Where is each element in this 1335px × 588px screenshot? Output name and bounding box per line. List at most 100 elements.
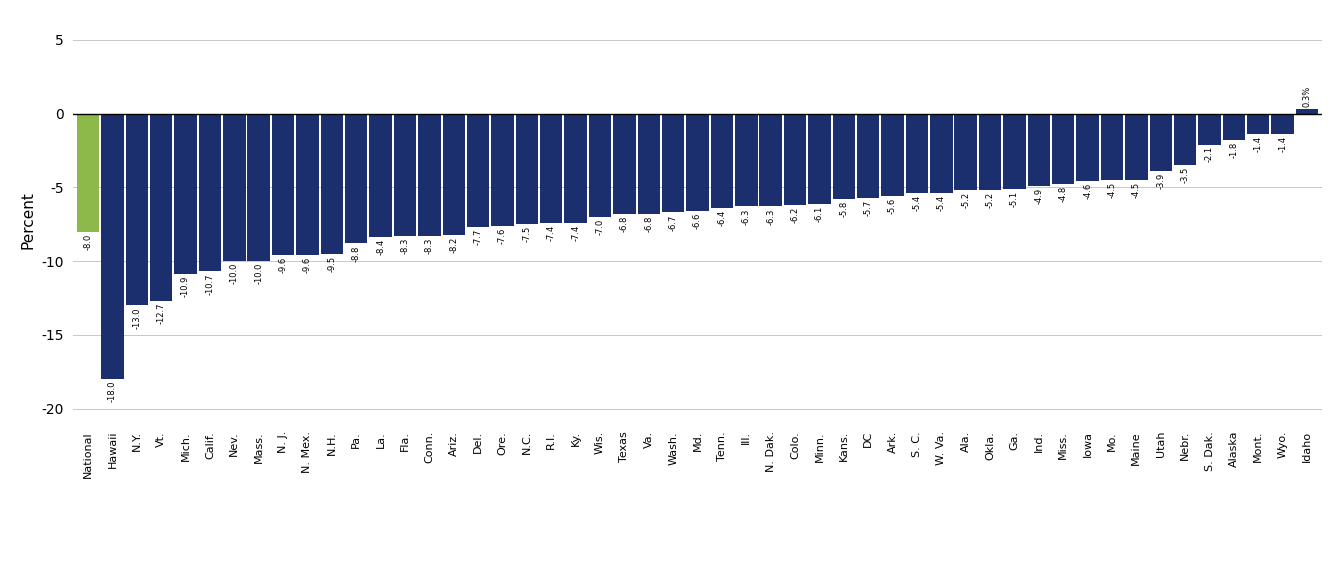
Bar <box>686 113 709 211</box>
Bar <box>1271 113 1294 134</box>
Text: -7.0: -7.0 <box>595 219 605 235</box>
Bar <box>1052 113 1075 185</box>
Bar <box>1173 113 1196 165</box>
Text: -6.2: -6.2 <box>790 207 800 223</box>
Text: -7.4: -7.4 <box>547 225 555 240</box>
Bar <box>833 113 854 199</box>
Text: -10.0: -10.0 <box>254 263 263 284</box>
Text: -6.1: -6.1 <box>814 205 824 222</box>
Bar <box>784 113 806 205</box>
Bar <box>881 113 904 196</box>
Text: -6.8: -6.8 <box>619 216 629 232</box>
Bar <box>710 113 733 208</box>
Text: -3.5: -3.5 <box>1180 167 1189 183</box>
Text: -7.4: -7.4 <box>571 225 581 240</box>
Text: -5.2: -5.2 <box>985 192 995 208</box>
Text: -6.4: -6.4 <box>717 210 726 226</box>
Text: -1.4: -1.4 <box>1254 136 1263 152</box>
Bar <box>199 113 222 272</box>
Text: -7.6: -7.6 <box>498 228 507 244</box>
Bar <box>565 113 587 223</box>
Bar <box>77 113 99 232</box>
Bar <box>905 113 928 193</box>
Text: -10.9: -10.9 <box>182 276 190 298</box>
Bar <box>1076 113 1099 182</box>
Text: -8.4: -8.4 <box>376 239 384 256</box>
Text: -13.0: -13.0 <box>132 307 142 329</box>
Bar <box>125 113 148 305</box>
Text: -5.1: -5.1 <box>1011 191 1019 206</box>
Bar <box>394 113 417 236</box>
Bar <box>930 113 953 193</box>
Bar <box>1028 113 1051 186</box>
Bar <box>760 113 782 206</box>
Text: -7.7: -7.7 <box>474 229 483 245</box>
Bar <box>1004 113 1025 189</box>
Text: -10.0: -10.0 <box>230 263 239 284</box>
Bar <box>1149 113 1172 171</box>
Bar <box>979 113 1001 191</box>
Text: -8.0: -8.0 <box>84 233 92 249</box>
Bar <box>857 113 880 198</box>
Text: -4.6: -4.6 <box>1083 183 1092 199</box>
Text: -18.0: -18.0 <box>108 381 117 402</box>
Bar <box>541 113 562 223</box>
Text: -5.7: -5.7 <box>864 199 873 216</box>
Text: -10.7: -10.7 <box>206 273 215 295</box>
Text: -1.8: -1.8 <box>1230 142 1239 158</box>
Text: -5.6: -5.6 <box>888 198 897 214</box>
Bar <box>955 113 977 191</box>
Bar <box>736 113 757 206</box>
Text: -6.8: -6.8 <box>645 216 653 232</box>
Bar <box>1101 113 1123 180</box>
Bar <box>1199 113 1220 145</box>
Text: -6.3: -6.3 <box>766 208 776 225</box>
Text: -12.7: -12.7 <box>156 303 166 324</box>
Bar <box>320 113 343 253</box>
Bar <box>662 113 685 212</box>
Bar <box>344 113 367 243</box>
Bar <box>150 113 172 301</box>
Bar <box>638 113 659 214</box>
Bar <box>101 113 124 379</box>
Bar <box>467 113 490 227</box>
Text: -5.4: -5.4 <box>937 195 945 211</box>
Bar <box>247 113 270 261</box>
Text: -9.6: -9.6 <box>279 257 287 273</box>
Bar <box>1296 109 1318 113</box>
Text: -8.2: -8.2 <box>450 236 458 252</box>
Text: -9.6: -9.6 <box>303 257 312 273</box>
Text: 0.3%: 0.3% <box>1303 86 1311 108</box>
Bar <box>808 113 830 203</box>
Bar <box>442 113 465 235</box>
Text: -8.8: -8.8 <box>351 245 360 262</box>
Bar <box>613 113 635 214</box>
Bar <box>175 113 196 275</box>
Text: -5.2: -5.2 <box>961 192 971 208</box>
Text: -4.5: -4.5 <box>1132 182 1141 198</box>
Text: -6.7: -6.7 <box>669 214 678 230</box>
Text: -2.1: -2.1 <box>1206 146 1214 162</box>
Text: -7.5: -7.5 <box>522 226 531 242</box>
Bar <box>1223 113 1246 140</box>
Bar <box>370 113 391 238</box>
Text: -1.4: -1.4 <box>1278 136 1287 152</box>
Y-axis label: Percent: Percent <box>20 192 36 249</box>
Text: -4.5: -4.5 <box>1108 182 1116 198</box>
Text: -8.3: -8.3 <box>425 238 434 254</box>
Text: -6.3: -6.3 <box>742 208 750 225</box>
Bar <box>491 113 514 226</box>
Bar <box>1247 113 1270 134</box>
Text: -3.9: -3.9 <box>1156 173 1165 189</box>
Text: -5.8: -5.8 <box>840 201 848 217</box>
Text: -8.3: -8.3 <box>400 238 410 254</box>
Bar <box>589 113 611 217</box>
Bar <box>223 113 246 261</box>
Bar <box>418 113 441 236</box>
Text: -4.9: -4.9 <box>1035 188 1044 203</box>
Text: -5.4: -5.4 <box>912 195 921 211</box>
Text: -6.6: -6.6 <box>693 213 702 229</box>
Text: -4.8: -4.8 <box>1059 186 1068 202</box>
Text: -9.5: -9.5 <box>327 255 336 272</box>
Bar <box>272 113 294 255</box>
